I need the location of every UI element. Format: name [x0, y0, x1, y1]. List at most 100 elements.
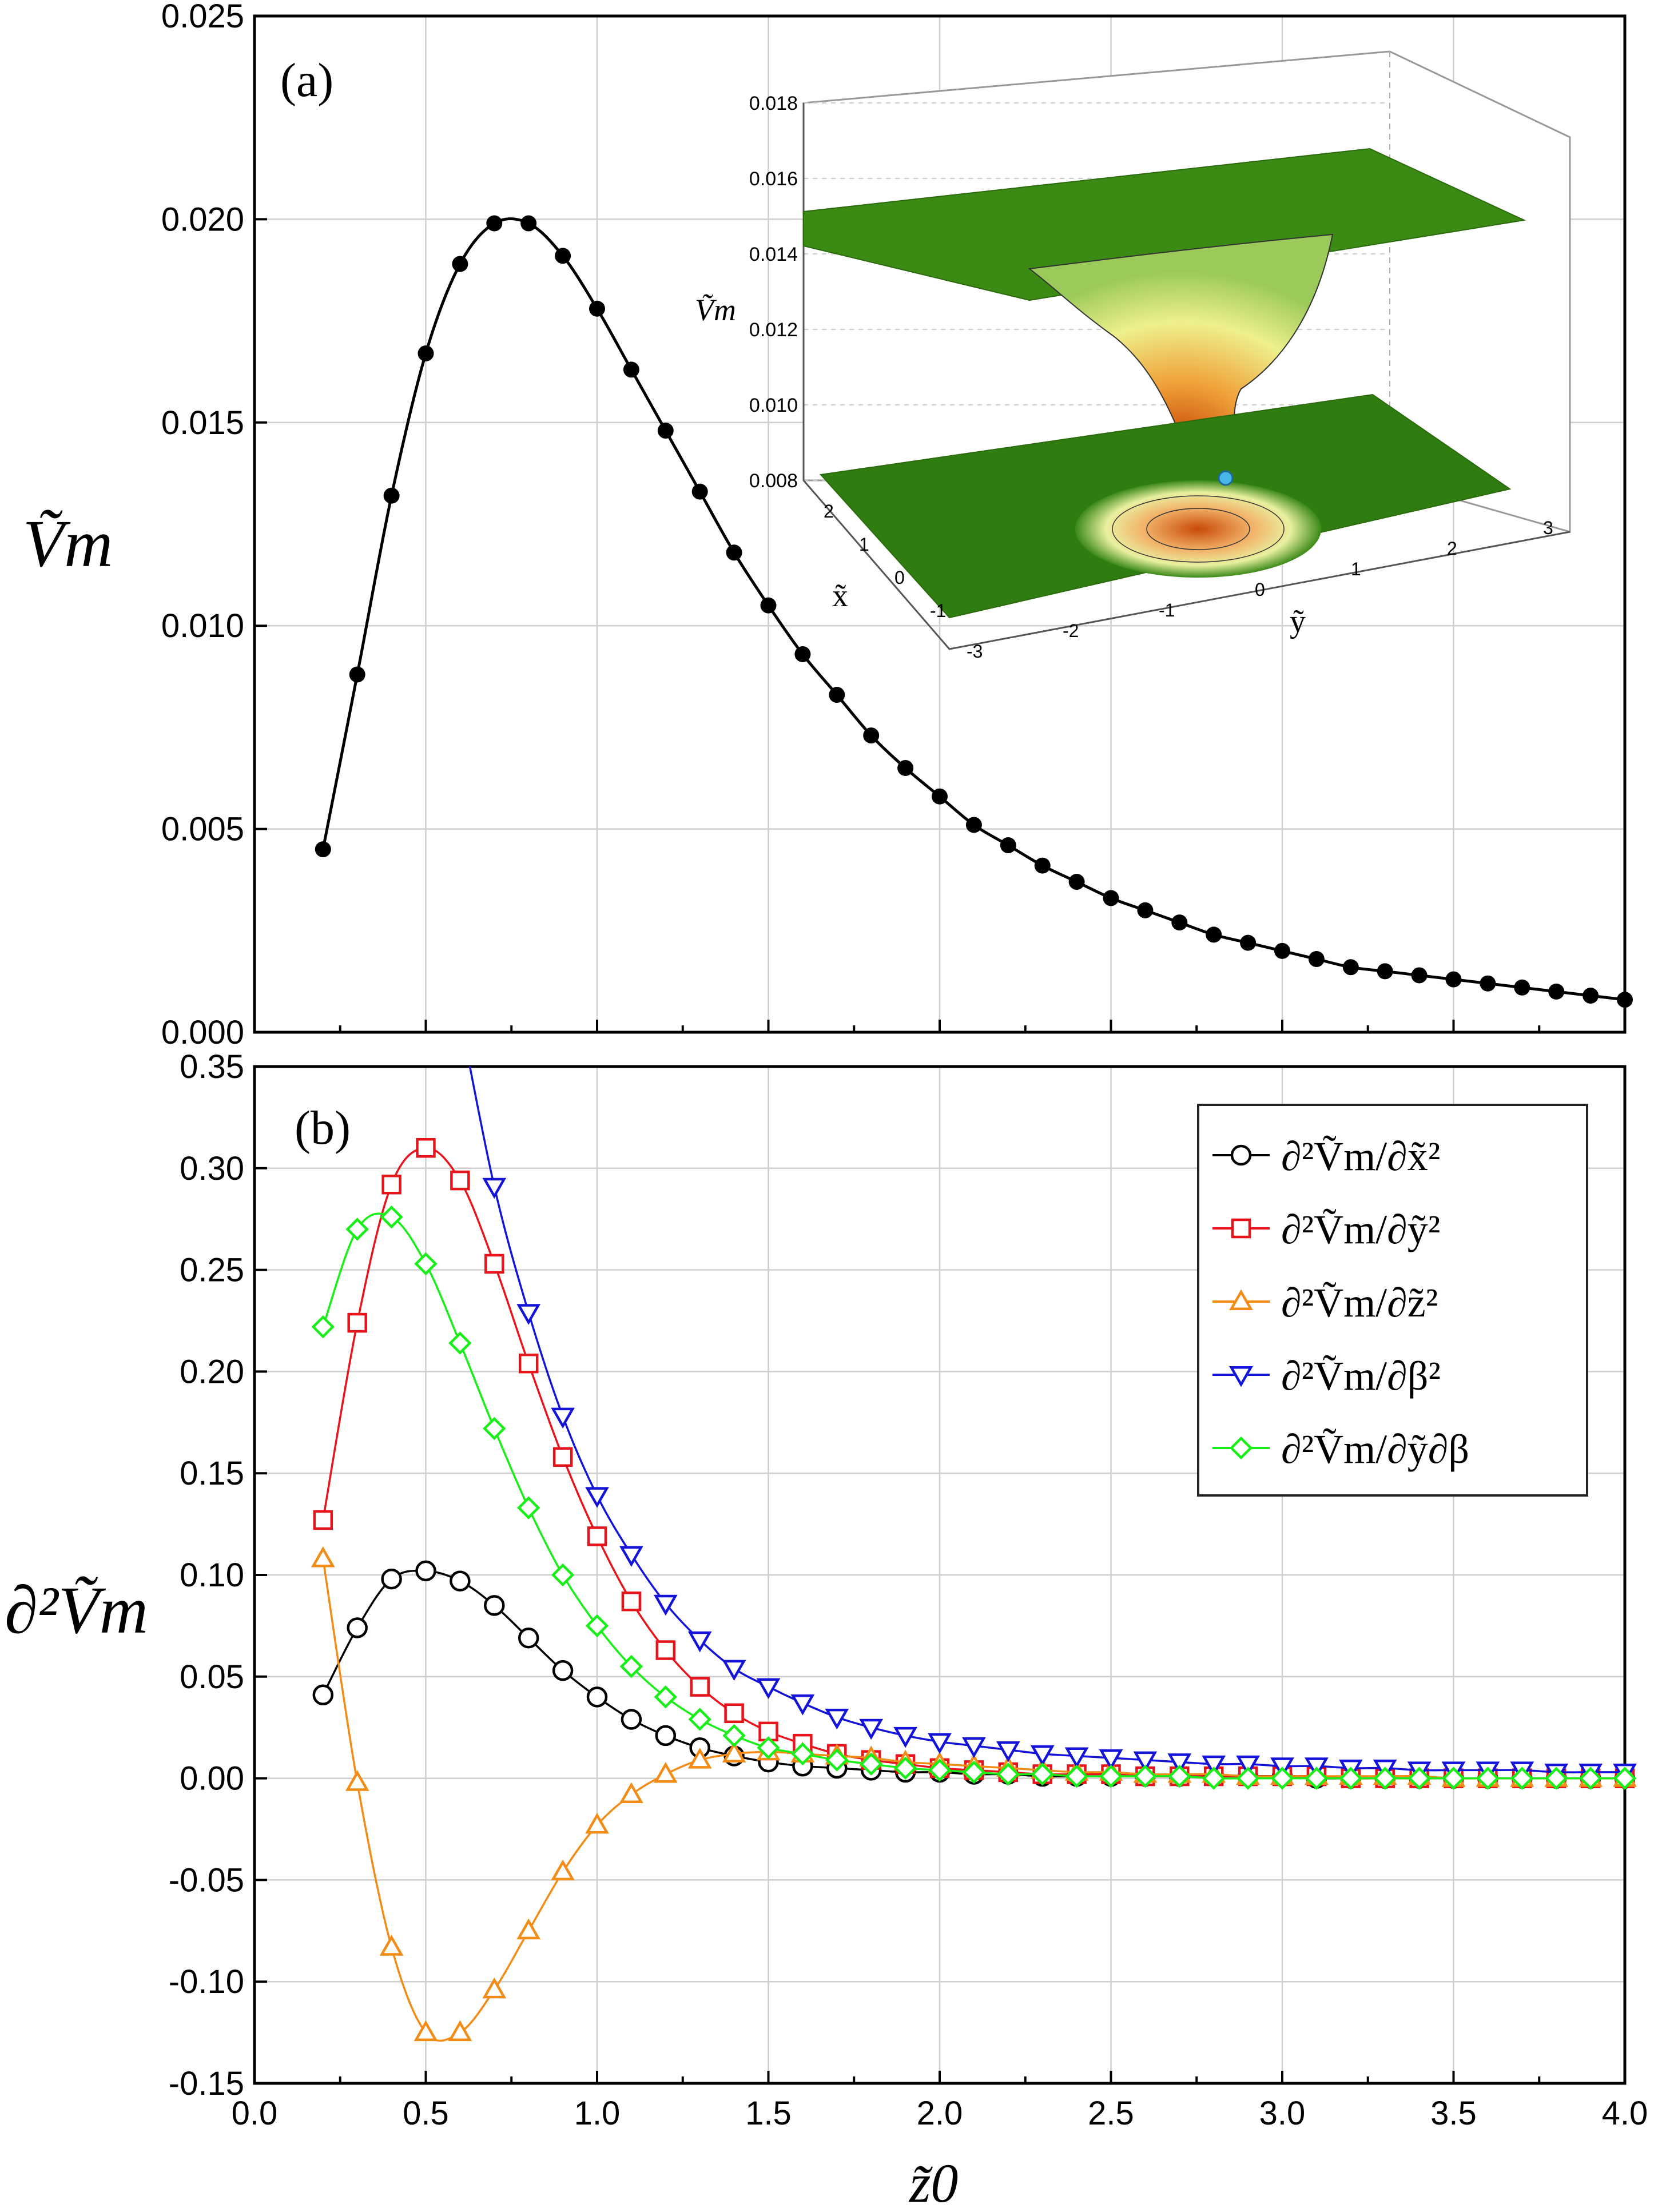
data-point: [928, 1733, 952, 1755]
data-point: [1137, 902, 1154, 918]
inset-z-tick-label: 0.008: [749, 470, 798, 492]
data-point: [418, 345, 434, 361]
data-point: [1342, 959, 1359, 976]
data-point: [589, 300, 605, 317]
inset-y-tick-label: 0: [1255, 579, 1265, 600]
legend-label: ∂²Ṽm/∂x̃²: [1281, 1133, 1440, 1179]
panel-a-y-tick-labels: 0.000 0.005 0.010 0.015 0.020 0.025: [161, 0, 244, 1051]
x-tick-label: 1.0: [574, 2095, 621, 2132]
x-tick-label: 1.5: [745, 2095, 792, 2132]
data-point: [655, 1725, 677, 1746]
y-tick-label: -0.10: [169, 1963, 244, 2000]
inset-y-tick-label: -3: [967, 641, 983, 662]
data-point: [1133, 1751, 1158, 1773]
panel-b-series: [311, 1067, 1637, 2042]
data-point: [345, 1218, 369, 1241]
inset-z-tick-label: 0.014: [749, 244, 798, 265]
inset-x-axis-label: x̃: [832, 578, 848, 614]
data-point: [448, 2020, 472, 2042]
data-point: [484, 1254, 504, 1274]
data-point: [450, 1570, 471, 1592]
data-point: [1545, 1767, 1568, 1790]
data-point: [1510, 1767, 1534, 1790]
data-point: [690, 1677, 710, 1697]
x-tick-label: 3.5: [1430, 2095, 1477, 2132]
inset-z-tick-label: 0.010: [749, 395, 798, 416]
data-point: [1445, 971, 1462, 988]
data-point: [414, 1252, 438, 1276]
y-tick-label: 0.30: [180, 1150, 244, 1187]
data-point: [688, 1708, 711, 1731]
data-point: [829, 687, 845, 703]
inset-y-tick-label: 2: [1447, 538, 1457, 559]
data-point: [860, 1752, 883, 1776]
panel-b-y-axis-label: ∂²Ṽm: [5, 1573, 148, 1648]
data-point: [586, 1686, 608, 1708]
inset-y-tick-label: -1: [1159, 600, 1175, 620]
data-point: [345, 1770, 369, 1791]
data-point: [585, 1614, 609, 1638]
data-point: [312, 1684, 334, 1706]
data-point: [518, 1353, 539, 1374]
data-point: [381, 1174, 401, 1195]
inset-x-tick-label: 1: [859, 534, 869, 555]
data-point: [448, 1331, 472, 1355]
data-point: [1031, 1763, 1054, 1786]
x-tick-label: 0.0: [232, 2095, 278, 2132]
data-point: [380, 1205, 403, 1229]
data-point: [621, 1591, 642, 1612]
panel-a-ticks: [253, 15, 1626, 1033]
inset-3d-surface: 0.008 0.010 0.012 0.014 0.016 0.018 Ṽm x̃ ỹ 2…: [695, 50, 1571, 662]
data-point: [1548, 983, 1565, 1000]
data-point: [551, 1407, 575, 1429]
data-point: [1065, 1764, 1088, 1788]
inset-y-tick-label: -2: [1063, 620, 1079, 641]
data-point: [623, 361, 639, 378]
data-point: [315, 841, 331, 858]
data-point: [893, 1756, 917, 1780]
data-point: [450, 1170, 470, 1191]
inset-z-tick-label: 0.018: [749, 93, 798, 114]
inset-minimum-marker: [1218, 470, 1234, 486]
panel-a-y-axis-label: Ṽm: [23, 506, 113, 581]
data-point: [516, 1918, 541, 1940]
y-tick-label: 0.05: [180, 1658, 244, 1696]
data-point: [517, 1496, 540, 1519]
inset-contour-line: [1146, 508, 1250, 550]
data-point: [996, 1741, 1020, 1763]
data-point: [585, 1487, 609, 1508]
inset-contour-line: [1112, 495, 1285, 563]
data-point: [653, 1761, 678, 1783]
y-tick-label: 0.000: [161, 1014, 244, 1051]
data-point: [965, 817, 982, 833]
data-point: [1476, 1767, 1500, 1790]
y-tick-label: 0.010: [161, 607, 244, 644]
data-point: [1229, 1366, 1253, 1387]
data-point: [452, 256, 468, 272]
data-point: [1230, 1144, 1252, 1166]
data-point: [483, 1417, 506, 1441]
data-point: [486, 215, 503, 232]
data-point: [621, 1709, 642, 1730]
y-tick-label: -0.05: [169, 1861, 244, 1899]
inset-z-tick-label: 0.012: [749, 319, 798, 341]
data-point: [932, 788, 948, 805]
data-point: [415, 1560, 436, 1582]
series-group: [311, 1546, 1637, 2042]
x-tick-label: 0.5: [403, 2095, 449, 2132]
data-point: [414, 2020, 438, 2042]
data-point: [653, 1594, 678, 1616]
data-point: [1579, 1767, 1603, 1790]
legend-item: ∂²Ṽm/∂ỹ∂β: [1212, 1426, 1469, 1472]
inset-z-tick-labels: 0.008 0.010 0.012 0.014 0.016 0.018: [749, 93, 798, 492]
data-point: [551, 1859, 575, 1881]
inset-y-tick-labels: -3 -2 -1 0 1 2 3: [967, 518, 1553, 662]
data-point: [520, 215, 537, 232]
x-tick-label: 2.0: [917, 2095, 963, 2132]
data-point: [1308, 951, 1325, 968]
data-point: [1442, 1767, 1465, 1790]
legend-item: ∂²Ṽm/∂ỹ²: [1212, 1207, 1440, 1252]
data-point: [482, 1977, 507, 1999]
x-tick-label: 2.5: [1088, 2095, 1134, 2132]
